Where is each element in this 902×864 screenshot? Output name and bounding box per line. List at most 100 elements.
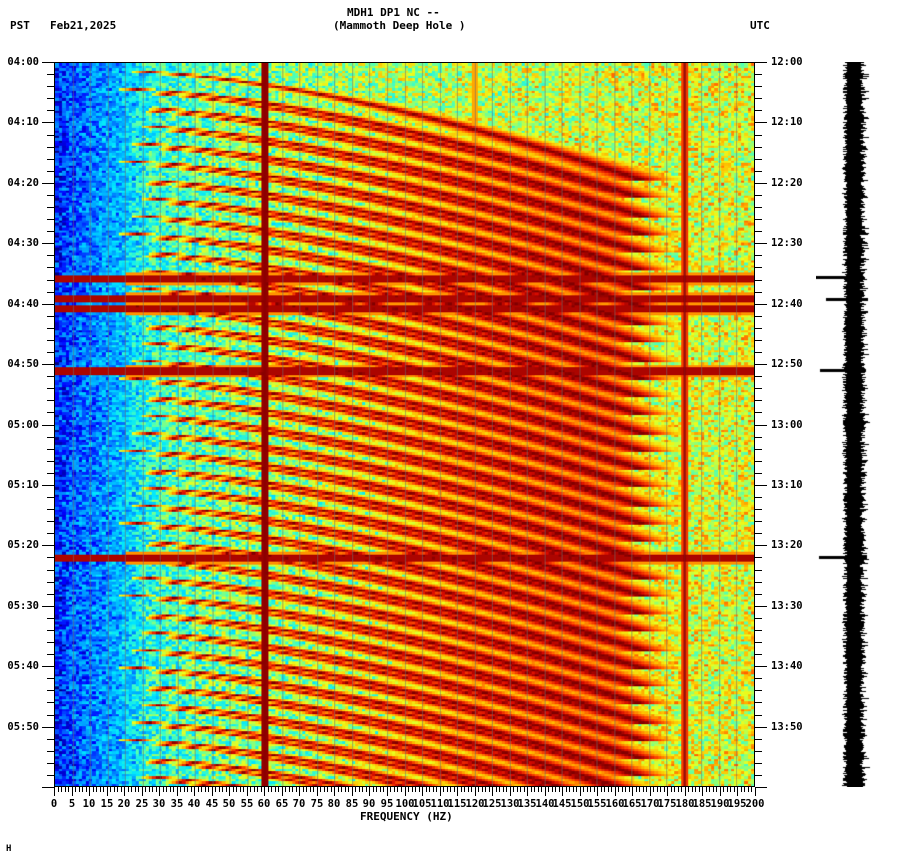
axis-tick — [47, 388, 54, 389]
axis-tick — [47, 110, 54, 111]
spectrogram-plot[interactable] — [54, 62, 755, 787]
frequency-axis-title: FREQUENCY (HZ) — [360, 810, 453, 823]
frequency-label: 50 — [222, 798, 236, 810]
frequency-label: 110 — [430, 798, 450, 810]
axis-tick — [42, 606, 54, 607]
axis-tick — [166, 787, 167, 792]
time-label-pst: 05:00 — [7, 419, 39, 431]
axis-tick — [555, 787, 556, 792]
axis-tick — [352, 787, 353, 796]
station-code-title: MDH1 DP1 NC -- — [347, 6, 440, 19]
axis-tick — [737, 787, 738, 796]
timezone-label-right: UTC — [750, 19, 770, 32]
time-label-pst: 04:50 — [7, 358, 39, 370]
spectrogram-canvas — [55, 63, 754, 786]
frequency-label: 190 — [710, 798, 730, 810]
axis-tick — [755, 304, 767, 305]
axis-tick — [47, 376, 54, 377]
frequency-label: 175 — [657, 798, 677, 810]
axis-tick — [310, 787, 311, 792]
axis-tick — [678, 787, 679, 792]
axis-tick — [755, 437, 762, 438]
axis-tick — [503, 787, 504, 792]
axis-tick — [110, 787, 111, 792]
frequency-label: 160 — [605, 798, 625, 810]
axis-tick — [261, 787, 262, 792]
axis-tick — [657, 787, 658, 792]
frequency-label: 75 — [310, 798, 324, 810]
axis-tick — [615, 787, 616, 796]
axis-tick — [485, 787, 486, 792]
axis-tick — [755, 352, 762, 353]
axis-tick — [128, 787, 129, 792]
axis-tick — [47, 352, 54, 353]
axis-tick — [61, 787, 62, 792]
axis-tick — [580, 787, 581, 796]
axis-tick — [755, 388, 762, 389]
axis-tick — [569, 787, 570, 792]
axis-tick — [58, 787, 59, 792]
time-label-pst: 04:10 — [7, 116, 39, 128]
axis-tick — [100, 787, 101, 792]
axis-tick — [47, 195, 54, 196]
time-label-utc: 13:10 — [771, 479, 803, 491]
axis-tick — [96, 787, 97, 792]
axis-tick — [47, 207, 54, 208]
axis-tick — [47, 98, 54, 99]
axis-tick — [47, 461, 54, 462]
frequency-label: 135 — [517, 798, 537, 810]
axis-tick — [107, 787, 108, 796]
axis-tick — [47, 473, 54, 474]
axis-tick — [306, 787, 307, 792]
axis-tick — [152, 787, 153, 792]
axis-tick — [135, 787, 136, 792]
axis-tick — [755, 122, 767, 123]
axis-tick — [755, 521, 762, 522]
axis-tick — [422, 787, 423, 796]
frequency-label: 0 — [50, 798, 58, 810]
axis-tick — [751, 787, 752, 792]
axis-tick — [755, 461, 762, 462]
axis-tick — [163, 787, 164, 792]
axis-tick — [247, 787, 248, 796]
axis-tick — [412, 787, 413, 792]
station-site-name: (Mammoth Deep Hole ) — [333, 19, 466, 32]
axis-tick — [47, 267, 54, 268]
axis-tick — [408, 787, 409, 792]
frequency-label: 115 — [447, 798, 467, 810]
axis-tick — [629, 787, 630, 792]
axis-tick — [42, 62, 54, 63]
time-label-pst: 05:40 — [7, 660, 39, 672]
axis-tick — [755, 231, 762, 232]
axis-tick — [734, 787, 735, 792]
axis-tick — [47, 642, 54, 643]
time-label-utc: 12:30 — [771, 237, 803, 249]
axis-tick — [426, 787, 427, 792]
time-label-utc: 12:00 — [771, 56, 803, 68]
axis-tick — [667, 787, 668, 796]
axis-tick — [755, 702, 762, 703]
axis-tick — [573, 787, 574, 792]
axis-tick — [475, 787, 476, 796]
axis-tick — [47, 449, 54, 450]
axis-tick — [755, 751, 762, 752]
axis-tick — [362, 787, 363, 792]
axis-tick — [47, 570, 54, 571]
axis-tick — [692, 787, 693, 792]
axis-tick — [47, 763, 54, 764]
axis-tick — [436, 787, 437, 792]
axis-tick — [755, 497, 762, 498]
axis-tick — [219, 787, 220, 792]
axis-tick — [562, 787, 563, 796]
axis-tick — [755, 485, 767, 486]
axis-tick — [331, 787, 332, 792]
corner-artifact-mark: H — [6, 844, 12, 854]
axis-tick — [42, 787, 54, 788]
axis-tick — [47, 594, 54, 595]
axis-tick — [390, 787, 391, 792]
axis-tick — [177, 787, 178, 796]
frequency-label: 155 — [587, 798, 607, 810]
frequency-label: 65 — [275, 798, 289, 810]
axis-tick — [643, 787, 644, 792]
date-label: Feb21,2025 — [50, 19, 117, 32]
